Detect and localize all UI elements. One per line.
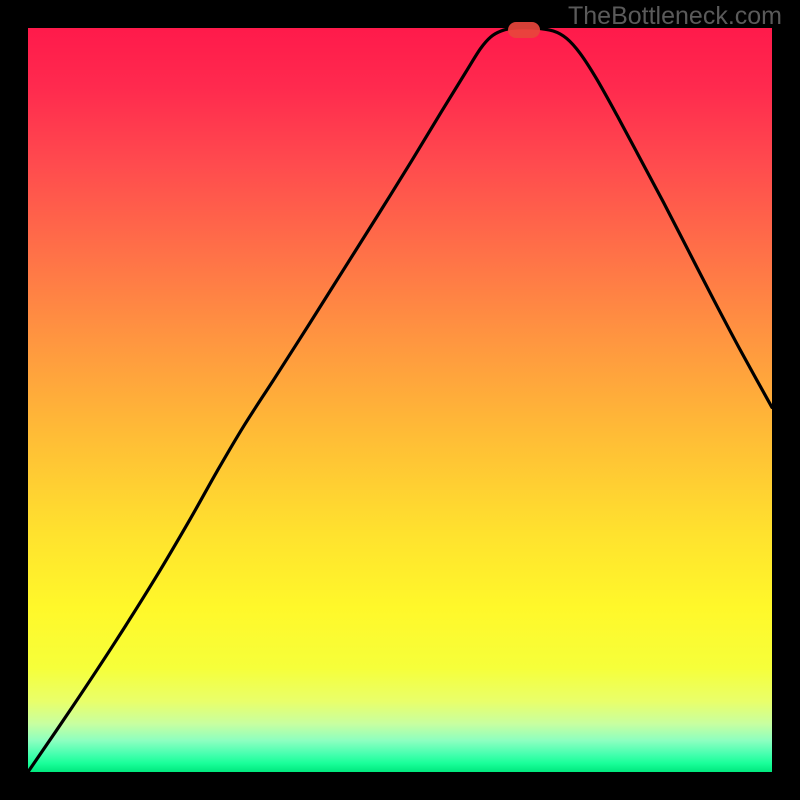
plot-area xyxy=(28,28,772,772)
chart-stage: TheBottleneck.com xyxy=(0,0,800,800)
optimum-marker xyxy=(508,22,540,38)
curve-layer xyxy=(28,28,772,772)
bottleneck-curve xyxy=(28,28,772,772)
watermark-text: TheBottleneck.com xyxy=(568,2,782,31)
